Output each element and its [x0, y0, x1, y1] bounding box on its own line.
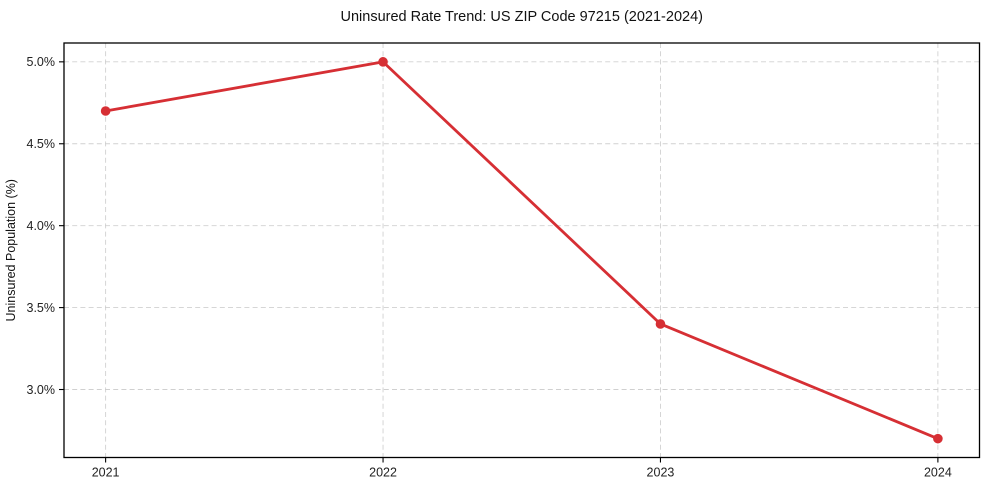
data-point-marker — [933, 433, 943, 444]
x-tick-label: 2023 — [647, 466, 675, 480]
data-point-marker — [100, 106, 111, 116]
data-point-marker — [655, 319, 666, 329]
y-axis-label: Uninsured Population (%) — [4, 179, 18, 321]
y-tick-label: 4.0% — [27, 219, 56, 233]
y-tick-label: 4.5% — [27, 137, 56, 151]
plot-border — [63, 42, 981, 459]
x-tick-label: 2021 — [92, 466, 120, 480]
trend-line — [104, 60, 940, 441]
x-tick-label: 2022 — [369, 466, 397, 480]
y-tick-label: 3.0% — [27, 383, 56, 397]
data-series — [100, 57, 943, 444]
data-point-marker — [378, 57, 388, 67]
y-tick-label: 5.0% — [27, 55, 56, 69]
grid-layer — [64, 43, 980, 458]
x-tick-label: 2024 — [924, 466, 952, 480]
chart-title: Uninsured Rate Trend: US ZIP Code 97215 … — [341, 9, 703, 25]
tick-layer: 3.0% 3.5% 4.0% 4.5% 5.0% 2021 2022 2023 2024 — [27, 55, 952, 479]
y-tick-label: 3.5% — [27, 301, 56, 315]
